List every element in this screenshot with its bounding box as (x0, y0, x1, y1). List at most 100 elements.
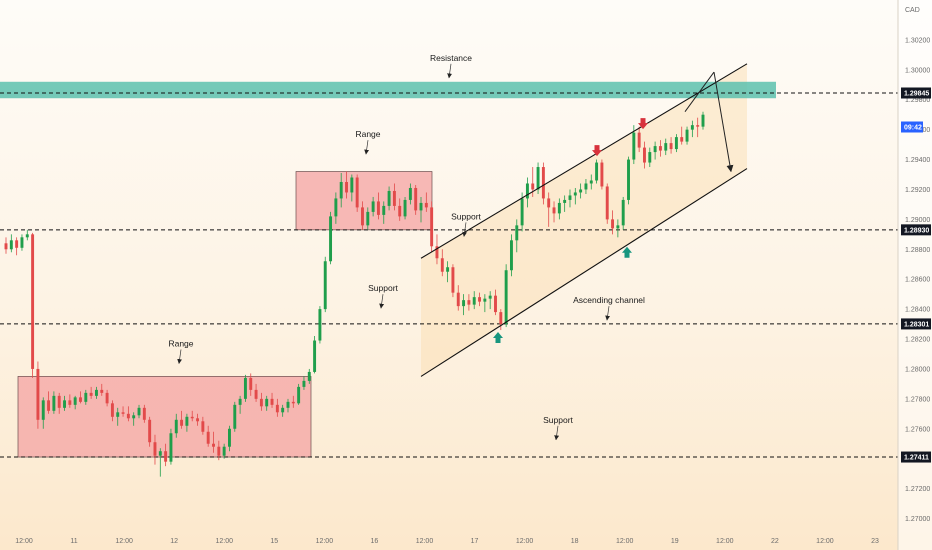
price-box-label: 1.28930 (904, 227, 929, 234)
candle (696, 117, 700, 138)
candle-body (541, 167, 545, 199)
candle-body (47, 400, 51, 411)
candle-body (238, 398, 242, 405)
candle (648, 147, 652, 168)
candle (414, 184, 418, 215)
annotation-label: Resistance (430, 53, 472, 63)
candle (419, 196, 423, 223)
candle (350, 174, 354, 202)
annotation-pointer (462, 222, 468, 237)
candle-body (313, 340, 317, 372)
buy-arrow-icon (622, 246, 632, 258)
candle-body (249, 377, 253, 390)
candle-body (456, 292, 460, 307)
y-tick-label: 1.28800 (905, 247, 930, 254)
candle (158, 448, 162, 477)
annotation-label: Range (168, 339, 193, 349)
y-tick-label: 1.29000 (905, 217, 930, 224)
candle (605, 183, 609, 224)
candle (4, 237, 8, 254)
candle-body (515, 225, 519, 241)
candle (563, 195, 567, 212)
candle (73, 395, 77, 410)
candle (110, 400, 114, 422)
candle (185, 413, 189, 432)
candle-body (15, 240, 19, 248)
candle (488, 291, 492, 310)
price-box-label: 1.29845 (904, 90, 929, 97)
y-tick-label: 1.28000 (905, 366, 930, 373)
candle (89, 386, 93, 399)
buy-arrow-icon (493, 332, 503, 344)
annotation-pointer (605, 306, 611, 321)
candle (329, 211, 333, 265)
candle-body (153, 442, 157, 456)
x-tick-label: 16 (371, 538, 379, 545)
candle-body (621, 199, 625, 226)
candle-body (483, 298, 487, 302)
candle (52, 391, 56, 414)
candle-body (259, 398, 263, 407)
candle-body (589, 180, 593, 184)
x-tick-label: 12:00 (516, 538, 534, 545)
candle (398, 198, 402, 221)
candle (701, 111, 705, 130)
candle (180, 410, 184, 429)
candle-body (275, 404, 279, 413)
candle-body (637, 132, 641, 148)
candle-body (398, 205, 402, 217)
candle-body (643, 147, 646, 163)
candle-body (669, 143, 673, 150)
candle-body (222, 446, 226, 456)
candle (584, 178, 588, 194)
x-tick-label: 12:00 (15, 538, 33, 545)
candle-body (547, 198, 551, 208)
candle (228, 425, 231, 452)
x-tick-label: 17 (471, 538, 479, 545)
candle (547, 192, 551, 227)
candle (685, 126, 689, 145)
candle (25, 229, 29, 241)
candle-body (345, 181, 348, 193)
candle (164, 443, 168, 467)
candle-body (100, 389, 104, 393)
channel-upper-line (420, 63, 748, 259)
candle (105, 389, 109, 407)
candle-body (169, 433, 173, 462)
candle-body (632, 132, 636, 160)
candle-body (68, 400, 72, 405)
candle (68, 394, 72, 408)
candle-body (536, 167, 540, 190)
price-box-label: 1.28301 (904, 321, 929, 328)
currency-label: CAD (905, 7, 920, 14)
candle (339, 173, 343, 208)
candle-body (57, 395, 61, 408)
candle (63, 395, 66, 411)
candle-body (270, 398, 274, 405)
candle (41, 397, 45, 429)
candle (658, 140, 662, 157)
candle-body (201, 421, 205, 432)
candle-body (685, 129, 689, 142)
y-tick-label: 1.27600 (905, 426, 930, 433)
candle-body (494, 295, 497, 313)
projection-line-up (684, 71, 715, 112)
candle (313, 336, 317, 374)
current-time-box (901, 121, 923, 133)
y-tick-label: 1.29200 (905, 187, 930, 194)
candle (9, 234, 13, 253)
candle (568, 189, 572, 208)
candle (57, 392, 61, 414)
candle-body (4, 243, 8, 250)
candle (382, 201, 386, 224)
x-tick-label: 12:00 (215, 538, 233, 545)
candle (142, 404, 146, 423)
candle-body (563, 199, 567, 203)
y-tick-label: 1.29800 (905, 97, 930, 104)
candle (121, 406, 125, 417)
x-tick-label: 12:00 (115, 538, 133, 545)
candle (334, 192, 338, 224)
candle (15, 237, 19, 256)
candle-body (233, 404, 237, 429)
